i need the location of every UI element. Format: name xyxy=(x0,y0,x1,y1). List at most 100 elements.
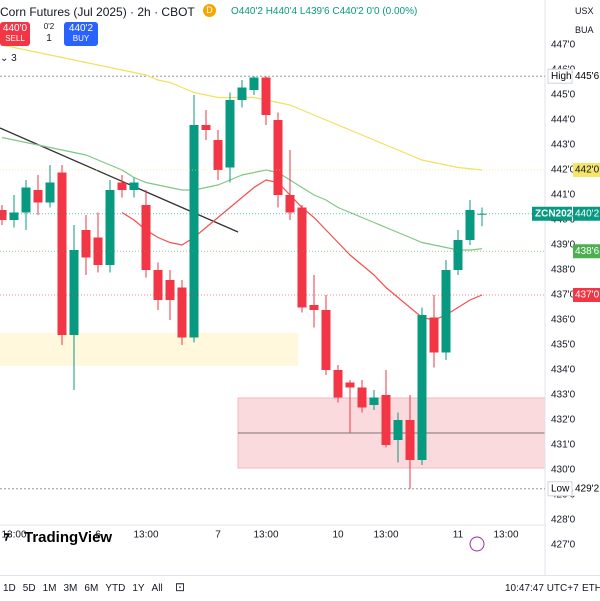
moving-average xyxy=(1,44,483,171)
range-button[interactable]: 6M xyxy=(84,583,99,594)
unit[interactable]: BUA xyxy=(575,25,594,35)
y-tick-label: 436'0 xyxy=(551,315,576,326)
y-tick-label: 444'0 xyxy=(551,115,576,126)
price-tag: 440'2 xyxy=(575,208,600,219)
extreme-tag-bg xyxy=(573,481,600,496)
events-icon[interactable] xyxy=(469,536,485,552)
zone-pink xyxy=(237,397,546,469)
y-tick-label: 434'0 xyxy=(551,365,576,376)
range-list: 1D 5D 1M 3M 6M YTD 1Y All xyxy=(3,583,170,594)
logo-text: TradingView xyxy=(24,529,112,546)
candle-body xyxy=(369,397,379,405)
symbol-tag: ZCN2025 xyxy=(535,208,578,219)
price-tag-bg xyxy=(573,288,600,302)
price-tag-bg xyxy=(573,244,600,259)
spread: 0'2 1 xyxy=(40,22,58,44)
x-tick-label: 13:00 xyxy=(1,530,26,541)
currency[interactable]: USX xyxy=(575,6,594,16)
y-tick-label: 447'0 xyxy=(551,40,576,51)
range-button[interactable]: 5D xyxy=(22,583,36,594)
logo: 𝟕 TradingView xyxy=(4,529,112,546)
buy-label: BUY xyxy=(72,34,90,43)
y-tick-label: 445'0 xyxy=(551,90,576,101)
candle-body xyxy=(249,77,259,90)
x-tick-label: 13:00 xyxy=(493,530,518,541)
buy-button[interactable]: 440'2 BUY xyxy=(64,22,98,46)
candle-body xyxy=(273,120,283,195)
y-tick-label: 437'0 xyxy=(551,290,576,301)
candle-body xyxy=(69,250,79,335)
indicator-count: 3 xyxy=(11,53,17,64)
extreme-value: 445'6 xyxy=(575,71,600,82)
chart: 𝟕 TradingView 447'0 446'0 445'0 444'0 443'0 4… xyxy=(0,0,600,575)
y-tick-label: 446'0 xyxy=(551,65,576,76)
y-tick-label: 441'0 xyxy=(551,190,576,201)
candle-body xyxy=(201,125,211,130)
candle-body xyxy=(213,140,223,170)
candle-body xyxy=(237,87,247,100)
candle-body xyxy=(441,270,451,353)
range-button[interactable]: YTD xyxy=(105,583,126,594)
price-tag: 437'0 xyxy=(575,290,600,301)
candle-body xyxy=(357,387,367,408)
x-tick-label: 10 xyxy=(332,530,344,541)
sell-price: 440'0 xyxy=(2,23,28,34)
range-button[interactable]: 1M xyxy=(42,583,57,594)
y-tick-label: 442'0 xyxy=(551,165,576,176)
date-range-icon[interactable]: ⊡ xyxy=(175,580,186,594)
buy-price: 440'2 xyxy=(68,23,94,34)
candle-body xyxy=(21,187,31,213)
moving-average xyxy=(1,136,483,251)
symbol-title: Corn Futures (Jul 2025) · 2h · CBOT xyxy=(0,5,195,19)
y-tick-label: 433'0 xyxy=(551,390,576,401)
candle-body xyxy=(177,287,187,338)
candle-body xyxy=(57,172,67,335)
y-tick-label: 439'0 xyxy=(551,240,576,251)
y-tick-label: 438'0 xyxy=(551,265,576,276)
x-tick-label: 11 xyxy=(453,530,464,541)
delay-badge[interactable]: D xyxy=(203,4,216,17)
extreme-tag-bg xyxy=(573,69,600,84)
bottom-toolbar: 1D 5D 1M 3M 6M YTD 1Y All ⊡ 10:47:47 UTC+7 ETH xyxy=(0,575,600,601)
range-button[interactable]: 1Y xyxy=(132,583,145,594)
range-button[interactable]: 1D xyxy=(3,583,16,594)
extreme-name: High xyxy=(551,71,572,82)
x-tick-label: 13:00 xyxy=(133,530,158,541)
legend-bar: Corn Futures (Jul 2025) · 2h · CBOT D O4… xyxy=(0,0,545,22)
candle-body xyxy=(33,190,43,203)
x-tick-label: 6 xyxy=(95,530,101,541)
trend-line xyxy=(0,127,239,233)
y-tick-label: 427'0 xyxy=(551,540,576,551)
indicators-toggle[interactable]: ⌄ 3 xyxy=(0,53,17,64)
candle-body xyxy=(417,315,427,460)
sell-label: SELL xyxy=(5,34,25,43)
candle-body xyxy=(309,305,319,310)
zone-yellow xyxy=(0,333,298,366)
candle-body xyxy=(117,182,127,190)
y-tick-label: 432'0 xyxy=(551,415,576,426)
logo-mark: 𝟕 xyxy=(4,533,10,544)
extreme-label-bg xyxy=(547,68,573,84)
price-tag: 438'6 xyxy=(575,246,600,257)
x-tick-label: 13:00 xyxy=(373,530,398,541)
y-tick-label: 440'0 xyxy=(551,215,576,226)
sell-button[interactable]: 440'0 SELL xyxy=(0,22,30,46)
y-tick-label: 429'0 xyxy=(551,490,576,501)
candle-body xyxy=(429,317,439,353)
candle-body xyxy=(381,395,391,445)
y-tick-label: 428'0 xyxy=(551,515,576,526)
candle-body xyxy=(453,240,463,270)
range-button[interactable]: All xyxy=(151,583,163,594)
candle-body xyxy=(189,125,199,338)
x-tick-label: 7 xyxy=(215,530,221,541)
candle-body xyxy=(225,100,235,168)
session[interactable]: ETH xyxy=(582,583,600,594)
ohlc: O440'2 H440'4 L439'6 C440'2 0'0 (0.00%) xyxy=(231,6,418,17)
candle-body xyxy=(93,237,103,265)
candle-body xyxy=(393,420,403,440)
candle-body xyxy=(297,207,307,308)
range-button[interactable]: 3M xyxy=(63,583,78,594)
candle-body xyxy=(105,190,115,265)
candle-body xyxy=(261,77,271,115)
